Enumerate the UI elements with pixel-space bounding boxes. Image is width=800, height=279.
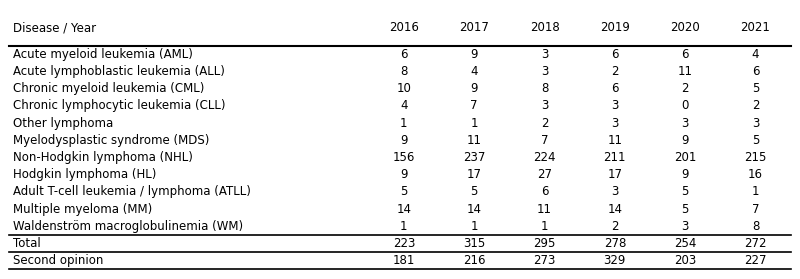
Text: Chronic lymphocytic leukemia (CLL): Chronic lymphocytic leukemia (CLL) (14, 99, 226, 112)
Text: 3: 3 (752, 117, 759, 129)
Text: 9: 9 (400, 134, 408, 147)
Text: 3: 3 (541, 65, 548, 78)
Text: 11: 11 (678, 65, 693, 78)
Text: 5: 5 (682, 185, 689, 198)
Text: 2021: 2021 (741, 21, 770, 34)
Text: 329: 329 (604, 254, 626, 267)
Text: 5: 5 (400, 185, 407, 198)
Text: 273: 273 (534, 254, 556, 267)
Text: 181: 181 (393, 254, 415, 267)
Text: 11: 11 (537, 203, 552, 216)
Text: 7: 7 (541, 134, 548, 147)
Text: 3: 3 (611, 185, 618, 198)
Text: 27: 27 (537, 168, 552, 181)
Text: 4: 4 (470, 65, 478, 78)
Text: 227: 227 (744, 254, 766, 267)
Text: 3: 3 (541, 99, 548, 112)
Text: 2020: 2020 (670, 21, 700, 34)
Text: 4: 4 (400, 99, 408, 112)
Text: Disease / Year: Disease / Year (14, 21, 97, 34)
Text: 315: 315 (463, 237, 486, 250)
Text: 14: 14 (397, 203, 411, 216)
Text: 17: 17 (466, 168, 482, 181)
Text: 224: 224 (534, 151, 556, 164)
Text: 10: 10 (397, 82, 411, 95)
Text: Hodgkin lymphoma (HL): Hodgkin lymphoma (HL) (14, 168, 157, 181)
Text: 5: 5 (752, 82, 759, 95)
Text: 8: 8 (752, 220, 759, 233)
Text: 6: 6 (682, 48, 689, 61)
Text: 1: 1 (400, 220, 408, 233)
Text: 295: 295 (534, 237, 556, 250)
Text: 2: 2 (682, 82, 689, 95)
Text: Waldenström macroglobulinemia (WM): Waldenström macroglobulinemia (WM) (14, 220, 243, 233)
Text: Multiple myeloma (MM): Multiple myeloma (MM) (14, 203, 153, 216)
Text: 7: 7 (470, 99, 478, 112)
Text: 6: 6 (611, 48, 618, 61)
Text: 215: 215 (744, 151, 766, 164)
Text: 1: 1 (400, 117, 408, 129)
Text: Acute lymphoblastic leukemia (ALL): Acute lymphoblastic leukemia (ALL) (14, 65, 226, 78)
Text: 201: 201 (674, 151, 696, 164)
Text: Myelodysplastic syndrome (MDS): Myelodysplastic syndrome (MDS) (14, 134, 210, 147)
Text: 14: 14 (607, 203, 622, 216)
Text: 0: 0 (682, 99, 689, 112)
Text: 3: 3 (682, 117, 689, 129)
Text: 14: 14 (466, 203, 482, 216)
Text: Second opinion: Second opinion (14, 254, 104, 267)
Text: 6: 6 (541, 185, 548, 198)
Text: 2016: 2016 (389, 21, 419, 34)
Text: 2019: 2019 (600, 21, 630, 34)
Text: 272: 272 (744, 237, 766, 250)
Text: Chronic myeloid leukemia (CML): Chronic myeloid leukemia (CML) (14, 82, 205, 95)
Text: 7: 7 (752, 203, 759, 216)
Text: 237: 237 (463, 151, 486, 164)
Text: 2: 2 (541, 117, 548, 129)
Text: 6: 6 (400, 48, 408, 61)
Text: 3: 3 (611, 117, 618, 129)
Text: 2: 2 (611, 220, 618, 233)
Text: 16: 16 (748, 168, 763, 181)
Text: Acute myeloid leukemia (AML): Acute myeloid leukemia (AML) (14, 48, 194, 61)
Text: 6: 6 (752, 65, 759, 78)
Text: 216: 216 (463, 254, 486, 267)
Text: 1: 1 (541, 220, 548, 233)
Text: 5: 5 (682, 203, 689, 216)
Text: 17: 17 (607, 168, 622, 181)
Text: 278: 278 (604, 237, 626, 250)
Text: 8: 8 (541, 82, 548, 95)
Text: 3: 3 (611, 99, 618, 112)
Text: 2017: 2017 (459, 21, 489, 34)
Text: 254: 254 (674, 237, 696, 250)
Text: 3: 3 (541, 48, 548, 61)
Text: Adult T-cell leukemia / lymphoma (ATLL): Adult T-cell leukemia / lymphoma (ATLL) (14, 185, 251, 198)
Text: 11: 11 (466, 134, 482, 147)
Text: 8: 8 (400, 65, 407, 78)
Text: 9: 9 (470, 48, 478, 61)
Text: 9: 9 (400, 168, 408, 181)
Text: 1: 1 (470, 220, 478, 233)
Text: 223: 223 (393, 237, 415, 250)
Text: 9: 9 (682, 168, 689, 181)
Text: 4: 4 (752, 48, 759, 61)
Text: 3: 3 (682, 220, 689, 233)
Text: 11: 11 (607, 134, 622, 147)
Text: 5: 5 (752, 134, 759, 147)
Text: 9: 9 (682, 134, 689, 147)
Text: Other lymphoma: Other lymphoma (14, 117, 114, 129)
Text: 211: 211 (604, 151, 626, 164)
Text: 2018: 2018 (530, 21, 559, 34)
Text: 9: 9 (470, 82, 478, 95)
Text: 156: 156 (393, 151, 415, 164)
Text: 203: 203 (674, 254, 696, 267)
Text: 1: 1 (470, 117, 478, 129)
Text: 2: 2 (752, 99, 759, 112)
Text: 6: 6 (611, 82, 618, 95)
Text: 1: 1 (752, 185, 759, 198)
Text: Total: Total (14, 237, 41, 250)
Text: Non-Hodgkin lymphoma (NHL): Non-Hodgkin lymphoma (NHL) (14, 151, 194, 164)
Text: 2: 2 (611, 65, 618, 78)
Text: 5: 5 (470, 185, 478, 198)
